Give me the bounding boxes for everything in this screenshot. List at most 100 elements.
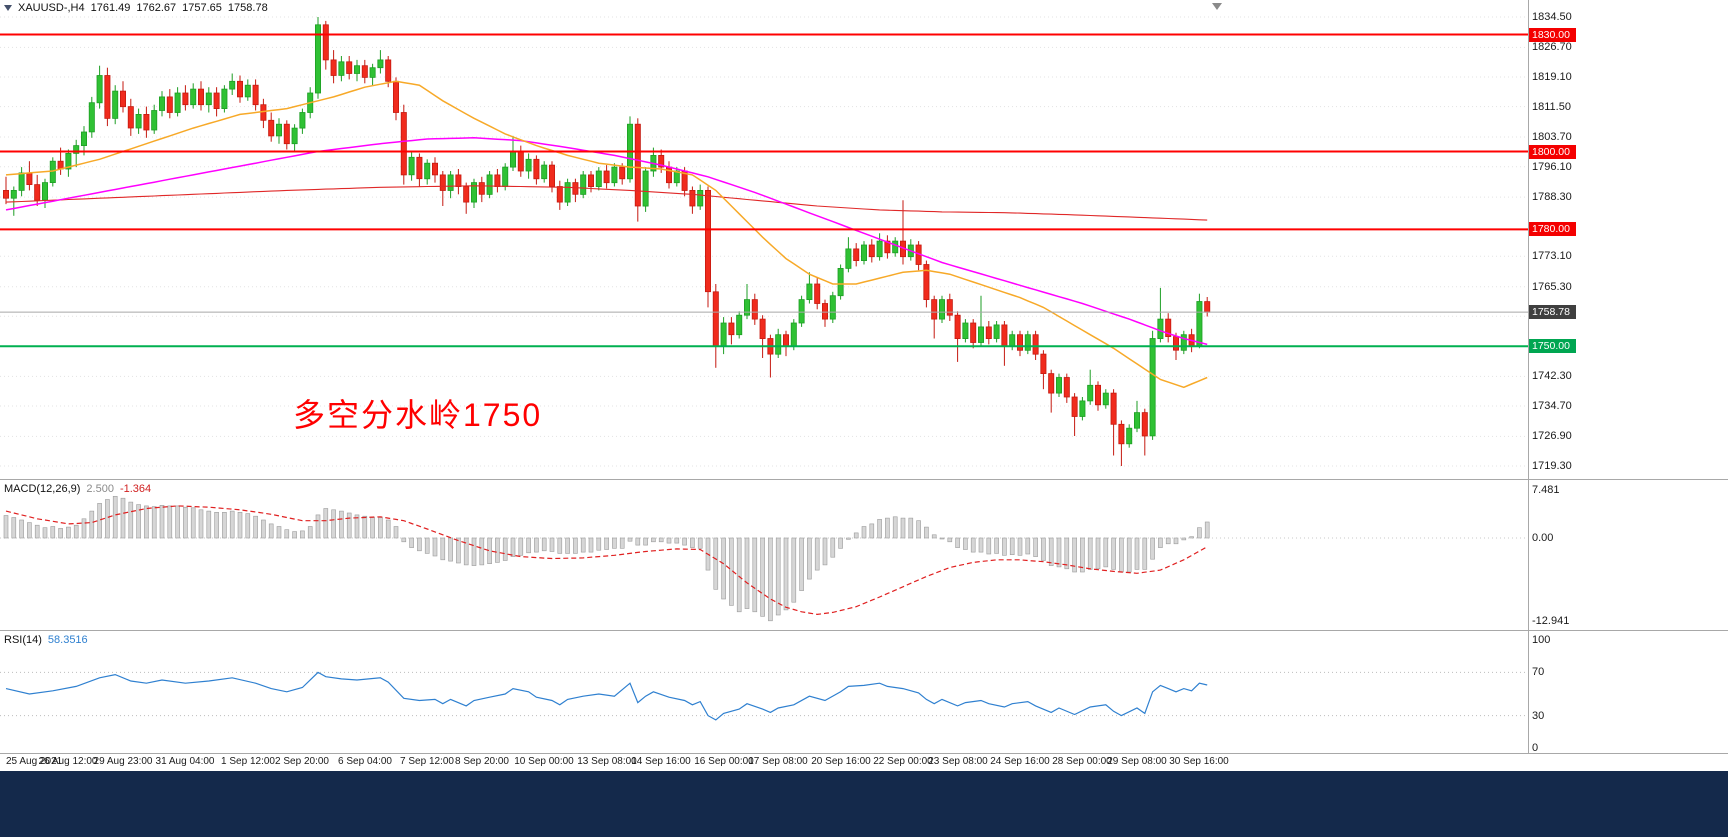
chart-canvas[interactable] [0,0,1728,753]
candle-body [876,240,883,258]
candle-body [853,248,860,261]
price-axis[interactable]: 1834.50 1830.00 1826.70 1819.10 1811.50 1803.… [1529,0,1728,754]
macd-histogram-bar [744,537,750,609]
candle-body [221,88,228,109]
time-axis-label: 20 Sep 16:00 [811,756,871,767]
candle-body [1126,427,1133,445]
time-axis-label: 25 Aug 2021 [6,756,63,767]
macd-histogram-bar [1033,537,1038,557]
time-axis-label: 13 Sep 08:00 [577,756,637,767]
macd-histogram-bar [900,517,906,539]
macd-histogram-bar [861,526,867,539]
candle-body [439,174,446,191]
candle-body [275,123,282,137]
time-axis-label: 8 Sep 20:00 [455,756,509,767]
macd-histogram-bar [924,526,929,539]
candle-body [392,80,399,113]
macd-histogram-bar [619,537,625,549]
macd-histogram-bar [565,537,570,554]
candle-body [455,174,462,187]
macd-histogram-bar [479,537,485,566]
macd-histogram-bar [19,519,24,539]
macd-histogram-bar [1064,537,1070,570]
macd-histogram-bar [986,537,992,555]
macd-histogram-bar [393,526,399,539]
macd-histogram-bar [27,522,32,539]
macd-histogram-bar [175,505,180,539]
price-axis-label: 1773.10 [1532,250,1572,263]
panel-separator[interactable] [0,479,1728,480]
panel-separator[interactable] [0,630,1728,631]
macd-histogram-bar [1017,537,1023,556]
macd-histogram-bar [331,509,336,539]
candle-body [252,84,259,106]
macd-histogram-bar [1134,537,1140,570]
candle-body [705,189,712,293]
macd-histogram-bar [1087,537,1093,570]
price-axis-label: 1819.10 [1532,71,1572,83]
ohlc-low: 1757.65 [182,2,222,14]
macd-histogram-bar [573,537,578,554]
candle-body [556,186,563,203]
candle-body [81,131,88,147]
macd-histogram-bar [190,507,196,539]
macd-histogram-bar [885,517,890,539]
candle-body [751,299,758,320]
macd-histogram-bar [869,523,875,539]
macd-histogram-bar [183,506,188,539]
macd-histogram-bar [1009,537,1015,556]
candle-body [619,166,626,180]
rsi-axis-label: 100 [1532,634,1551,646]
macd-histogram-bar [323,508,329,539]
macd-histogram-bar [510,537,516,557]
rsi-axis-label: 30 [1532,709,1545,722]
rsi-name: RSI(14) [4,634,42,646]
candle-body [1001,324,1008,347]
candle-body [400,112,407,176]
candle-body [236,80,243,98]
candle-body [322,24,329,61]
macd-histogram-bar [354,514,360,539]
candle-body [946,299,953,316]
candle-body [837,267,844,297]
candle-body [572,182,579,195]
macd-histogram-bar [1056,537,1062,568]
time-axis-label: 7 Sep 12:00 [400,756,454,767]
macd-histogram-bar [768,537,773,622]
candle-body [3,189,9,199]
candle-body [213,92,220,110]
macd-histogram-bar [892,516,898,539]
macd-histogram-bar [120,497,126,539]
macd-histogram-bar [814,537,820,571]
candle-body [861,244,868,262]
macd-layer [0,495,1528,622]
candle-body [135,114,142,129]
time-axis-label: 2 Sep 20:00 [275,756,329,767]
chart-shift-marker-icon[interactable] [1212,3,1222,10]
price-axis-label: 1788.30 [1532,191,1572,204]
macd-histogram-bar [978,537,984,553]
time-axis[interactable]: 25 Aug 2021 26 Aug 12:00 29 Aug 23:00 31 Au… [0,754,1728,771]
macd-histogram-bar [268,523,274,539]
candle-body [931,299,938,320]
candle-body [1032,334,1039,355]
candle-body [588,174,595,187]
candle-body [712,291,719,347]
macd-histogram-bar [34,524,40,539]
macd-name: MACD(12,26,9) [4,483,81,495]
macd-histogram-bar [81,518,87,539]
price-line-tag: 1758.78 [1529,305,1576,320]
candle-body [1009,334,1016,347]
macd-histogram-bar [838,537,843,549]
candle-body [299,112,306,129]
chart-title: XAUUSD-,H4 1761.49 1762.67 1757.65 1758.… [4,2,268,14]
candle-body [720,322,727,347]
ohlc-close: 1758.78 [227,2,268,14]
time-axis-label: 22 Sep 00:00 [873,756,933,767]
annotation-text[interactable]: 多空分水岭1750 [293,397,543,433]
macd-histogram-bar [666,537,672,544]
candle-body [658,154,665,168]
macd-histogram-bar [830,537,836,558]
candle-body [580,174,587,195]
time-axis-label: 24 Sep 16:00 [990,756,1050,767]
